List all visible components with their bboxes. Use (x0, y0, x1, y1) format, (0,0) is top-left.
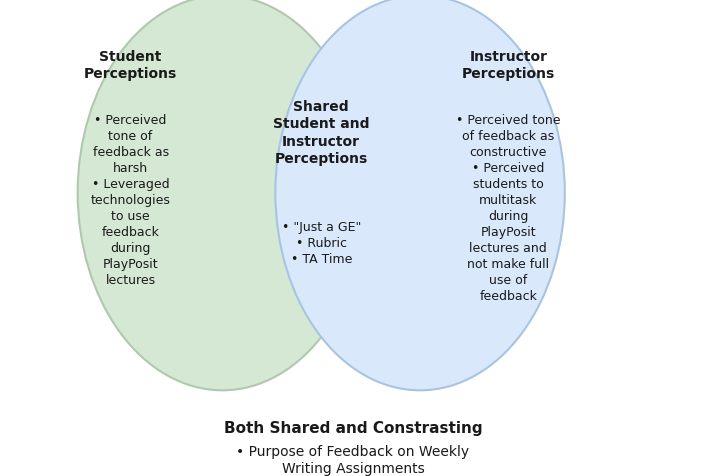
Text: • Perceived
tone of
feedback as
harsh
• Leveraged
technologies
to use
feedback
d: • Perceived tone of feedback as harsh • … (90, 114, 171, 287)
Text: Shared
Student and
Instructor
Perceptions: Shared Student and Instructor Perception… (273, 100, 369, 166)
Ellipse shape (275, 0, 565, 390)
Text: Instructor
Perceptions: Instructor Perceptions (462, 50, 555, 81)
Text: Student
Perceptions: Student Perceptions (84, 50, 177, 81)
Text: Both Shared and Constrasting: Both Shared and Constrasting (224, 421, 482, 436)
Ellipse shape (78, 0, 367, 390)
Text: • Purpose of Feedback on Weekly
Writing Assignments: • Purpose of Feedback on Weekly Writing … (237, 445, 469, 476)
Text: • "Just a GE"
• Rubric
• TA Time: • "Just a GE" • Rubric • TA Time (282, 221, 361, 267)
Text: • Perceived tone
of feedback as
constructive
• Perceived
students to
multitask
d: • Perceived tone of feedback as construc… (456, 114, 561, 303)
